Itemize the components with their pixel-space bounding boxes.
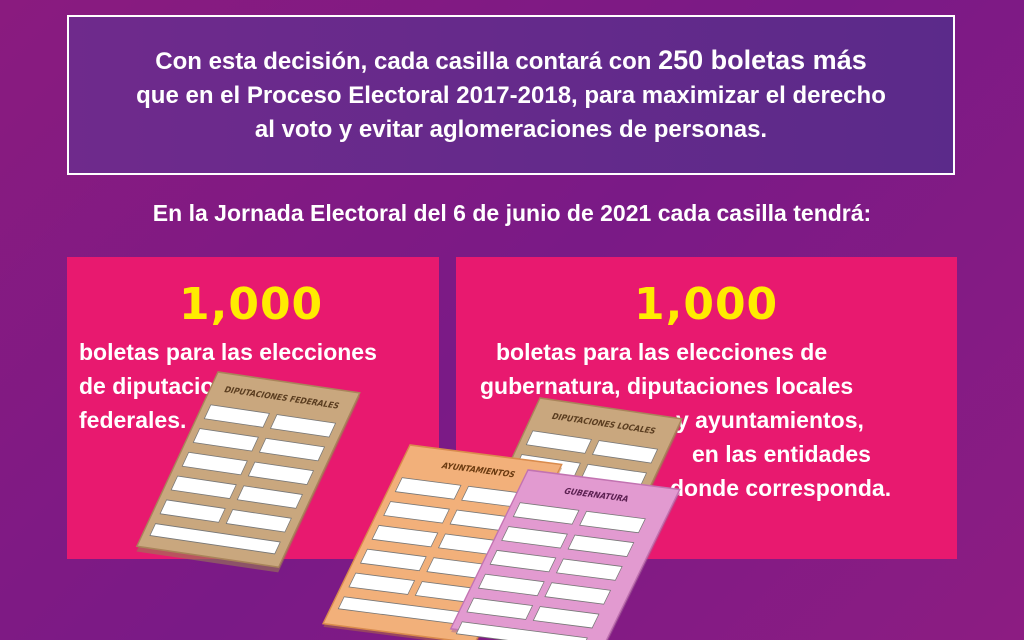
- local-line-4: en las entidades: [692, 441, 871, 467]
- intro-box: Con esta decisión, cada casilla contará …: [67, 15, 955, 175]
- subtitle: En la Jornada Electoral del 6 de junio d…: [152, 200, 872, 226]
- ballot-gubernatura-icon: GUBERNATURA: [449, 469, 681, 640]
- federal-line-3: federales.: [79, 407, 187, 433]
- ballot-federal-icon: DIPUTACIONES FEDERALES: [135, 371, 361, 573]
- intro-highlight: 250 boletas más: [658, 45, 867, 75]
- local-count: 1,000: [634, 279, 779, 330]
- intro-line-1-text: Con esta decisión, cada casilla contará …: [155, 48, 659, 75]
- local-line-2: gubernatura, diputaciones locales: [480, 373, 854, 399]
- intro-line-1: Con esta decisión, cada casilla contará …: [155, 43, 866, 79]
- local-line-3: y ayuntamientos,: [676, 407, 864, 433]
- intro-line-2: que en el Proceso Electoral 2017-2018, p…: [136, 82, 886, 109]
- federal-line-1: boletas para las elecciones: [79, 339, 377, 365]
- local-line-1: boletas para las elecciones de: [496, 339, 828, 365]
- federal-count: 1,000: [179, 279, 324, 330]
- local-line-5: donde corresponda.: [670, 475, 892, 501]
- ballot-ayuntamientos-icon: AYUNTAMIENTOS: [321, 444, 563, 640]
- intro-line-3: al voto y evitar aglomeraciones de perso…: [254, 116, 768, 143]
